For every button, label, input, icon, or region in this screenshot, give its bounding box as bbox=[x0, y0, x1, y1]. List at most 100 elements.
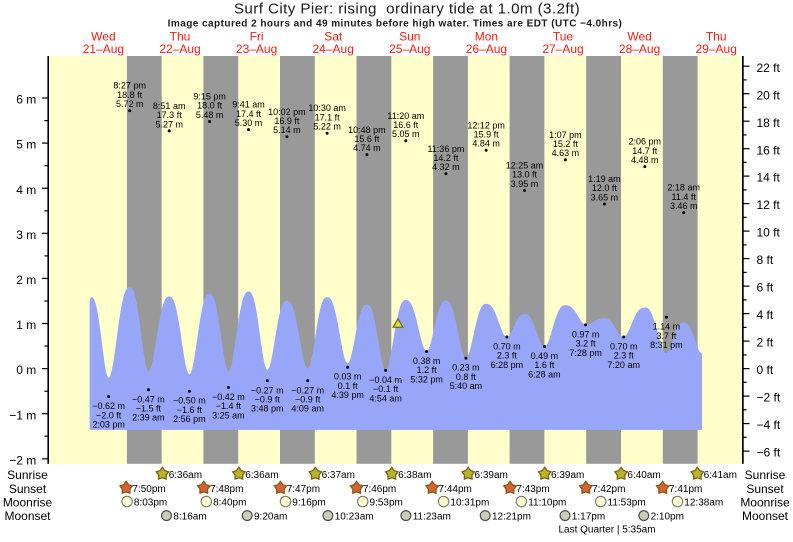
svg-text:0.1 ft: 0.1 ft bbox=[338, 381, 359, 391]
svg-text:−0.62 m: −0.62 m bbox=[92, 401, 125, 411]
svg-text:Thu: Thu bbox=[706, 30, 727, 44]
svg-text:3.65 m: 3.65 m bbox=[591, 192, 619, 202]
svg-text:7:28 pm: 7:28 pm bbox=[569, 348, 602, 358]
svg-text:6:28 am: 6:28 am bbox=[528, 369, 561, 379]
svg-text:Thu: Thu bbox=[170, 30, 191, 44]
svg-text:18 ft: 18 ft bbox=[757, 116, 781, 130]
svg-text:0.49 m: 0.49 m bbox=[531, 351, 559, 361]
svg-text:23–Aug: 23–Aug bbox=[236, 42, 277, 56]
svg-text:Moonrise: Moonrise bbox=[740, 495, 790, 509]
svg-text:0.70 m: 0.70 m bbox=[610, 342, 638, 352]
svg-text:4:09 am: 4:09 am bbox=[291, 404, 324, 414]
svg-text:Last Quarter | 5:35am: Last Quarter | 5:35am bbox=[558, 525, 655, 536]
svg-text:7:43pm: 7:43pm bbox=[516, 484, 549, 495]
svg-text:10:31pm: 10:31pm bbox=[450, 498, 489, 509]
svg-text:−1.4 ft: −1.4 ft bbox=[216, 401, 242, 411]
svg-text:7:44pm: 7:44pm bbox=[439, 484, 472, 495]
svg-text:11:10pm: 11:10pm bbox=[528, 498, 566, 509]
svg-text:−0.27 m: −0.27 m bbox=[291, 385, 324, 395]
svg-text:−1.6 ft: −1.6 ft bbox=[177, 405, 203, 415]
svg-text:5.48 m: 5.48 m bbox=[196, 110, 224, 120]
svg-text:1:17pm: 1:17pm bbox=[572, 511, 605, 522]
svg-text:12:21pm: 12:21pm bbox=[492, 511, 531, 522]
svg-text:−0.04 m: −0.04 m bbox=[369, 375, 402, 385]
svg-text:5.14 m: 5.14 m bbox=[273, 125, 301, 135]
svg-text:2:56 pm: 2:56 pm bbox=[173, 414, 206, 424]
svg-text:16 ft: 16 ft bbox=[757, 143, 781, 157]
svg-text:4 m: 4 m bbox=[16, 183, 36, 197]
svg-text:5:40 am: 5:40 am bbox=[450, 381, 483, 391]
svg-text:7:42pm: 7:42pm bbox=[592, 484, 625, 495]
svg-text:6:39am: 6:39am bbox=[475, 470, 508, 481]
svg-text:2.3 ft: 2.3 ft bbox=[497, 351, 518, 361]
svg-text:Sat: Sat bbox=[324, 30, 343, 44]
svg-text:Sunset: Sunset bbox=[746, 482, 784, 496]
svg-text:8:03pm: 8:03pm bbox=[134, 498, 167, 509]
svg-text:17.4 ft: 17.4 ft bbox=[236, 109, 262, 119]
svg-text:13.0 ft: 13.0 ft bbox=[512, 170, 538, 180]
svg-text:3:25 am: 3:25 am bbox=[212, 410, 245, 420]
svg-text:12 ft: 12 ft bbox=[757, 198, 781, 212]
svg-text:2:06 pm: 2:06 pm bbox=[629, 137, 662, 147]
svg-text:3.2 ft: 3.2 ft bbox=[576, 339, 597, 349]
svg-text:9:15 pm: 9:15 pm bbox=[193, 92, 226, 102]
svg-text:16.9 ft: 16.9 ft bbox=[274, 116, 300, 126]
svg-text:2 m: 2 m bbox=[16, 273, 36, 287]
svg-text:7:47pm: 7:47pm bbox=[287, 484, 320, 495]
svg-text:−2 m: −2 m bbox=[9, 453, 36, 467]
svg-text:Sun: Sun bbox=[399, 30, 420, 44]
svg-text:14.2 ft: 14.2 ft bbox=[433, 153, 459, 163]
svg-text:7:41pm: 7:41pm bbox=[669, 484, 702, 495]
svg-text:4.32 m: 4.32 m bbox=[432, 162, 460, 172]
svg-text:8:40pm: 8:40pm bbox=[213, 498, 246, 509]
svg-text:5 m: 5 m bbox=[16, 138, 36, 152]
svg-text:−0.47 m: −0.47 m bbox=[132, 394, 165, 404]
svg-text:5:32 pm: 5:32 pm bbox=[410, 374, 443, 384]
svg-text:Moonrise: Moonrise bbox=[3, 495, 53, 509]
svg-text:10:30 am: 10:30 am bbox=[308, 103, 346, 113]
svg-text:6:28 pm: 6:28 pm bbox=[491, 360, 524, 370]
svg-text:4.84 m: 4.84 m bbox=[472, 139, 500, 149]
svg-text:2:39 am: 2:39 am bbox=[132, 413, 165, 423]
svg-text:−2 ft: −2 ft bbox=[757, 391, 781, 405]
svg-text:Moonset: Moonset bbox=[4, 509, 51, 523]
svg-text:−1.5 ft: −1.5 ft bbox=[136, 404, 162, 414]
svg-text:6 ft: 6 ft bbox=[757, 281, 774, 295]
svg-text:1 m: 1 m bbox=[16, 318, 36, 332]
svg-text:0.38 m: 0.38 m bbox=[413, 356, 441, 366]
svg-text:8 ft: 8 ft bbox=[757, 253, 774, 267]
svg-text:12.0 ft: 12.0 ft bbox=[592, 183, 618, 193]
svg-text:6:41am: 6:41am bbox=[704, 470, 737, 481]
svg-text:6:38am: 6:38am bbox=[398, 470, 431, 481]
svg-text:21–Aug: 21–Aug bbox=[83, 42, 124, 56]
svg-text:5.22 m: 5.22 m bbox=[313, 122, 341, 132]
svg-text:2:10pm: 2:10pm bbox=[651, 511, 684, 522]
svg-text:17.3 ft: 17.3 ft bbox=[157, 110, 183, 120]
svg-text:10:23am: 10:23am bbox=[335, 511, 374, 522]
svg-text:Wed: Wed bbox=[627, 30, 651, 44]
svg-text:15.2 ft: 15.2 ft bbox=[553, 139, 579, 149]
svg-text:9:16pm: 9:16pm bbox=[292, 498, 325, 509]
svg-text:Image captured 2 hours and 49: Image captured 2 hours and 49 minutes be… bbox=[168, 19, 623, 30]
svg-text:18.8 ft: 18.8 ft bbox=[117, 90, 143, 100]
svg-text:8:16am: 8:16am bbox=[173, 511, 206, 522]
svg-text:1:07 pm: 1:07 pm bbox=[549, 130, 582, 140]
svg-text:−0.42 m: −0.42 m bbox=[212, 392, 245, 402]
svg-text:14 ft: 14 ft bbox=[757, 171, 781, 185]
svg-text:1.14 m: 1.14 m bbox=[653, 322, 681, 332]
svg-text:4 ft: 4 ft bbox=[757, 308, 774, 322]
svg-text:6:37am: 6:37am bbox=[322, 470, 355, 481]
svg-text:Mon: Mon bbox=[475, 30, 498, 44]
svg-text:11:53pm: 11:53pm bbox=[608, 498, 646, 509]
svg-text:28–Aug: 28–Aug bbox=[619, 42, 660, 56]
svg-text:0.97 m: 0.97 m bbox=[572, 329, 600, 339]
svg-text:4:39 pm: 4:39 pm bbox=[331, 390, 364, 400]
svg-text:18.0 ft: 18.0 ft bbox=[197, 101, 223, 111]
svg-text:22 ft: 22 ft bbox=[757, 61, 781, 75]
svg-text:0.23 m: 0.23 m bbox=[452, 363, 480, 373]
svg-text:0 ft: 0 ft bbox=[757, 363, 774, 377]
svg-text:11:20 am: 11:20 am bbox=[387, 111, 424, 121]
svg-text:Wed: Wed bbox=[91, 30, 115, 44]
svg-text:9:41 am: 9:41 am bbox=[232, 100, 265, 110]
svg-text:3 m: 3 m bbox=[16, 228, 36, 242]
